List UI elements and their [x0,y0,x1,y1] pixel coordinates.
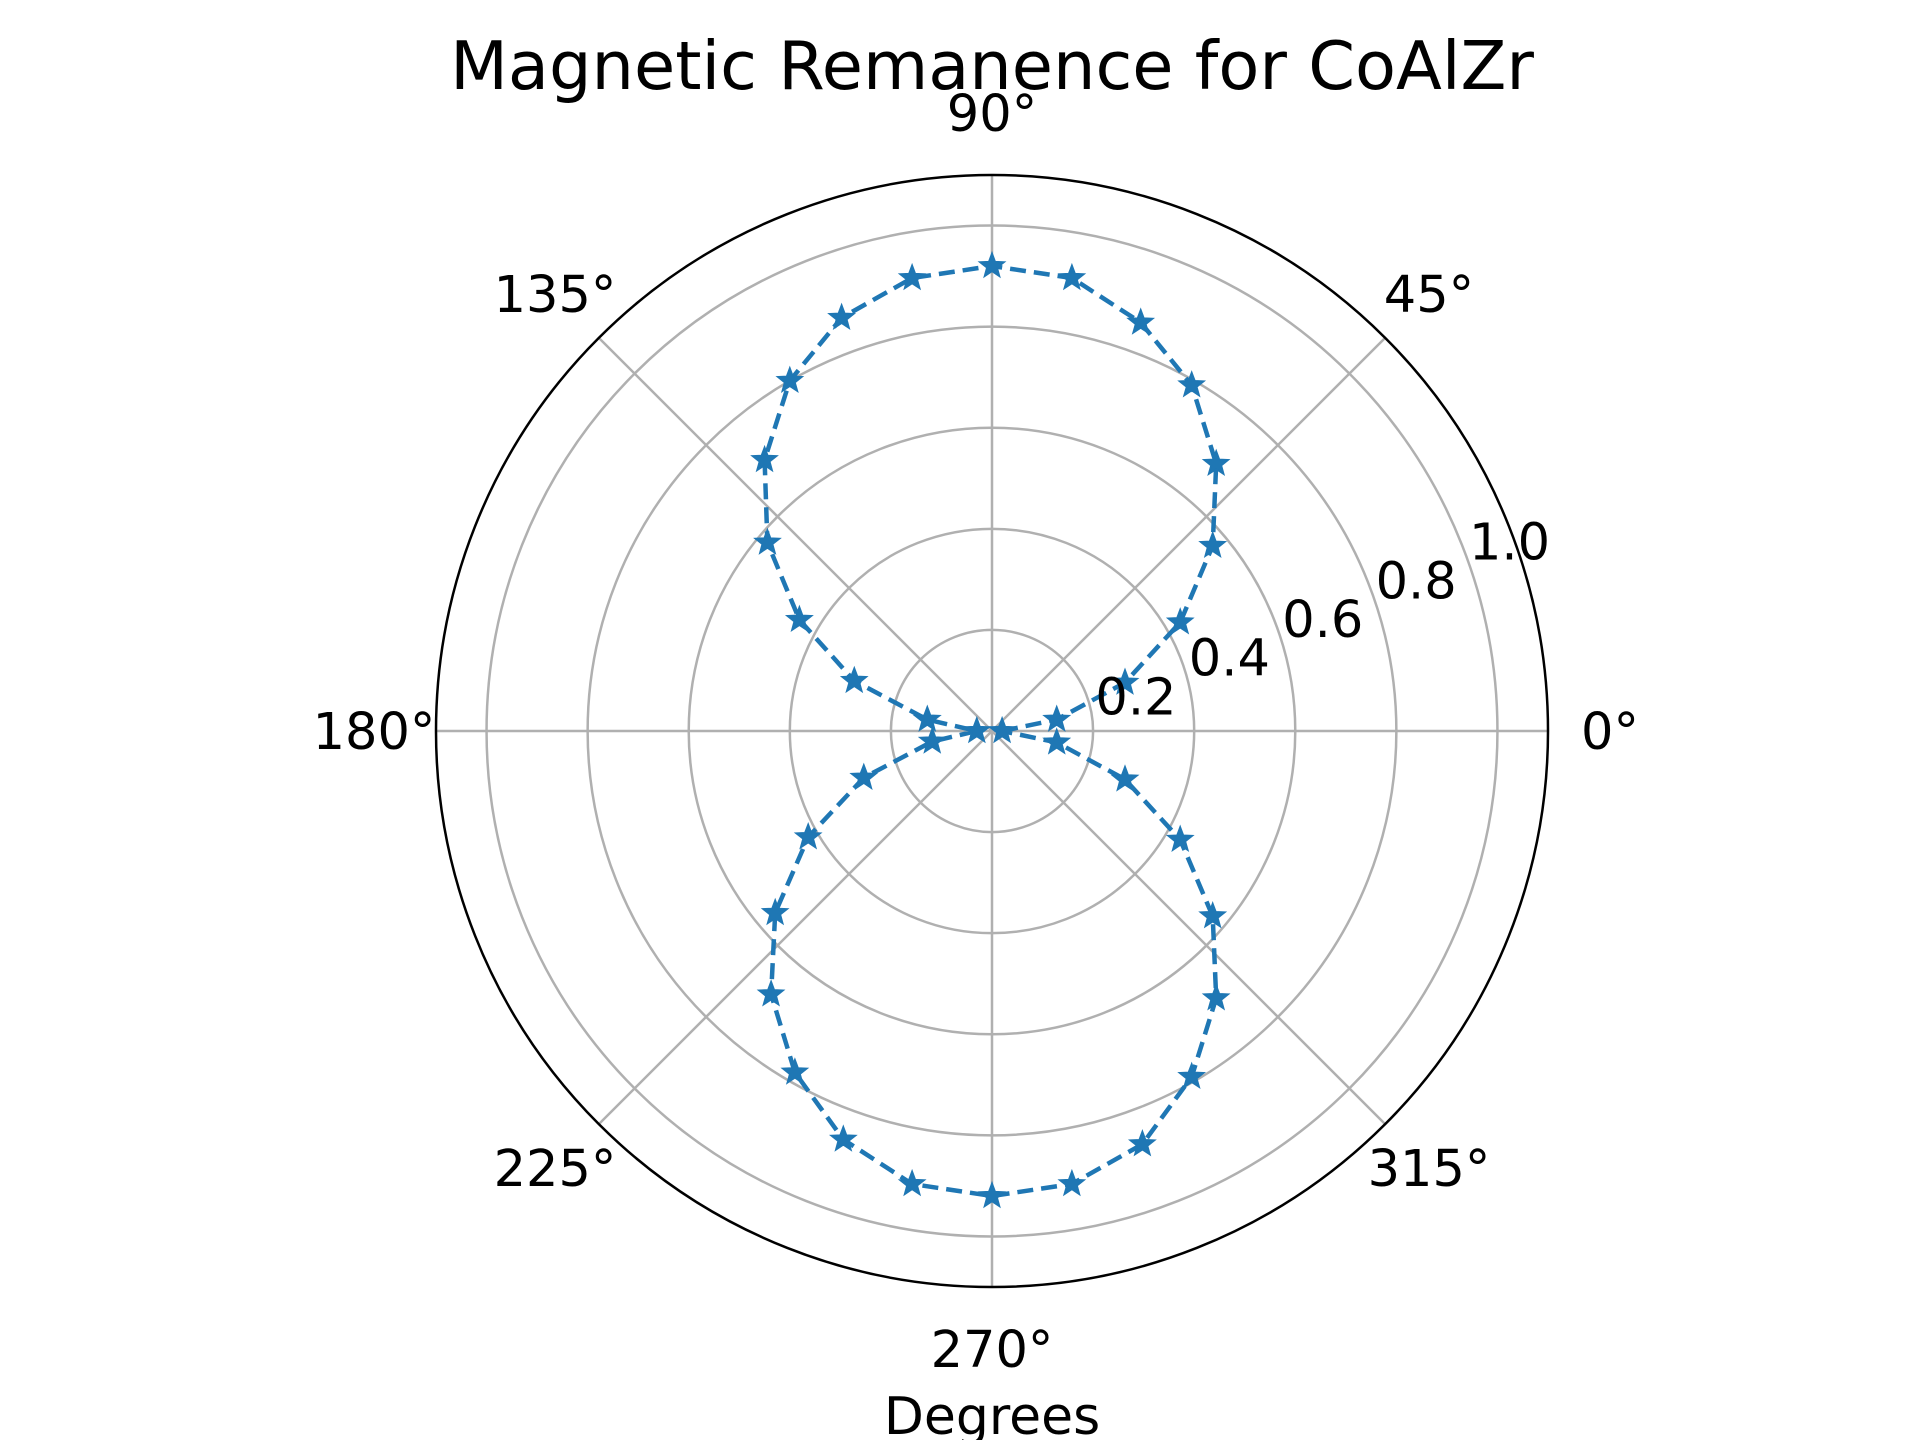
data-point-star [756,979,786,1007]
data-point-star [1057,1168,1087,1197]
data-point-star [1201,448,1231,477]
data-point-star [1201,983,1231,1011]
data-point-star [912,704,942,732]
radial-tick-label: 0.8 [1376,552,1457,611]
x-axis-label: Degrees [884,1387,1100,1440]
data-point-star [753,527,782,555]
data-point-star [839,665,869,694]
data-point-star [987,715,1017,744]
data-point-star [1177,370,1207,398]
polar-frame [434,173,1550,1289]
data-point-star [1198,530,1228,559]
data-point-star [1165,607,1195,635]
theta-tick-label: 315° [1368,1140,1491,1199]
data-point-star [849,762,879,790]
angular-grid-line [991,336,1387,732]
angular-grid-line [597,336,993,732]
data-point-star [784,604,814,633]
radial-tick-label: 0.2 [1095,668,1176,727]
theta-tick-label: 0° [1581,703,1639,762]
data-point-star [977,1180,1007,1209]
data-point-star [897,1168,927,1197]
data-point-star [1165,824,1195,852]
data-point-star [962,715,992,744]
data-point-star [1177,1061,1207,1090]
data-point-star [1057,262,1087,291]
data-point-star [917,726,947,754]
data-point-star [1198,901,1228,929]
data-point-star [1110,667,1140,695]
angular-grid-line [991,730,1387,1126]
radial-tick-label: 1.0 [1469,514,1550,573]
tick-labels: 0° 45° 90° 135° 180° 225° 270° 315° 0.20.40.60.8… [313,85,1639,1380]
theta-tick-label: 225° [494,1140,617,1199]
data-point-star [828,1124,858,1152]
data-point-star [760,897,790,926]
data-point-star [1126,307,1156,335]
angular-grid-line [597,730,993,1126]
data-point-star [793,821,823,850]
radial-tick-label: 0.6 [1282,591,1363,650]
data-series [750,250,1231,1209]
data-point-star [827,302,857,331]
polar-grid [434,173,1550,1289]
data-point-star [780,1057,810,1085]
data-point-star [1042,704,1072,732]
data-point-star [977,250,1007,279]
data-point-star [1042,727,1072,755]
data-point-star [1110,764,1140,792]
theta-tick-label: 45° [1384,266,1474,325]
data-point-star [775,365,805,394]
theta-tick-label: 270° [931,1321,1054,1380]
theta-tick-label: 90° [947,85,1037,144]
data-point-star [897,262,927,291]
radial-tick-label: 0.4 [1189,630,1270,689]
theta-tick-label: 135° [494,266,617,325]
theta-tick-label: 180° [313,703,436,762]
data-point-star [1127,1129,1157,1157]
chart-title: Magnetic Remanence for CoAlZr [450,27,1534,105]
data-point-star [750,444,779,473]
